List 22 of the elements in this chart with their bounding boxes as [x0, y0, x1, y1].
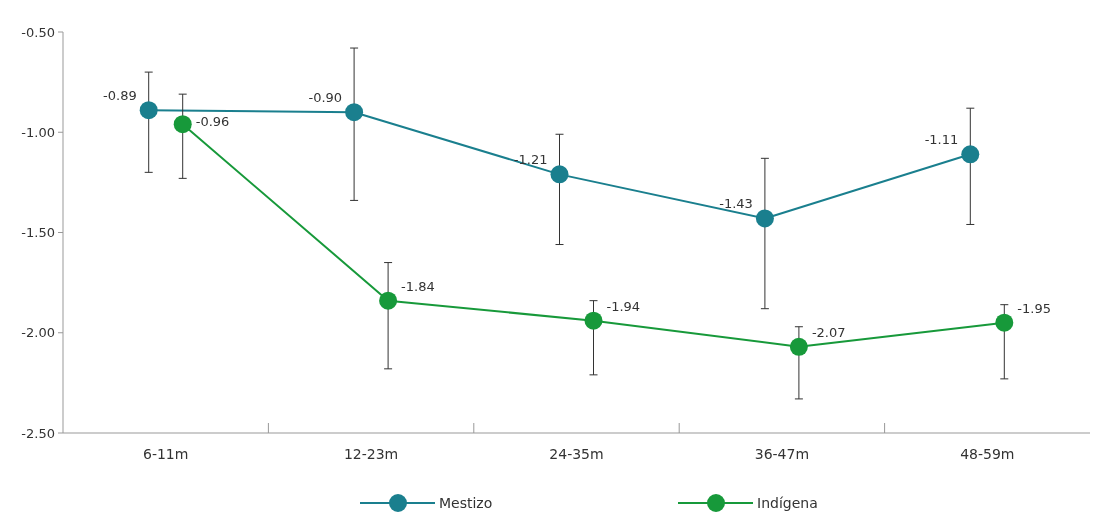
y-tick-label: -2.50 [21, 425, 55, 441]
x-tick-label: 48-59m [960, 446, 1015, 462]
y-tick-label: -0.50 [21, 24, 55, 40]
data-label: -1.11 [924, 132, 959, 148]
y-tick-label: -2.00 [21, 325, 55, 341]
data-label: -1.95 [1017, 300, 1051, 316]
data-label: -0.90 [308, 90, 343, 106]
x-tick-label: 36-47m [754, 446, 810, 462]
data-label: -2.07 [811, 324, 846, 340]
legend-label: Indígena [757, 495, 818, 511]
data-label: -1.84 [401, 278, 435, 294]
x-tick-label: 24-35m [549, 446, 604, 462]
data-label: -1.43 [719, 196, 753, 212]
data-label: -1.21 [513, 152, 548, 168]
y-tick-label: -1.50 [21, 225, 55, 241]
data-label: -0.89 [103, 88, 137, 104]
data-label: -1.94 [606, 298, 641, 314]
legend-label: Mestizo [439, 495, 493, 511]
data-label: -0.96 [195, 114, 230, 130]
x-tick-label: 12-23m [343, 446, 399, 462]
x-tick-label: 6-11m [142, 446, 189, 462]
y-tick-label: -1.00 [21, 124, 55, 140]
